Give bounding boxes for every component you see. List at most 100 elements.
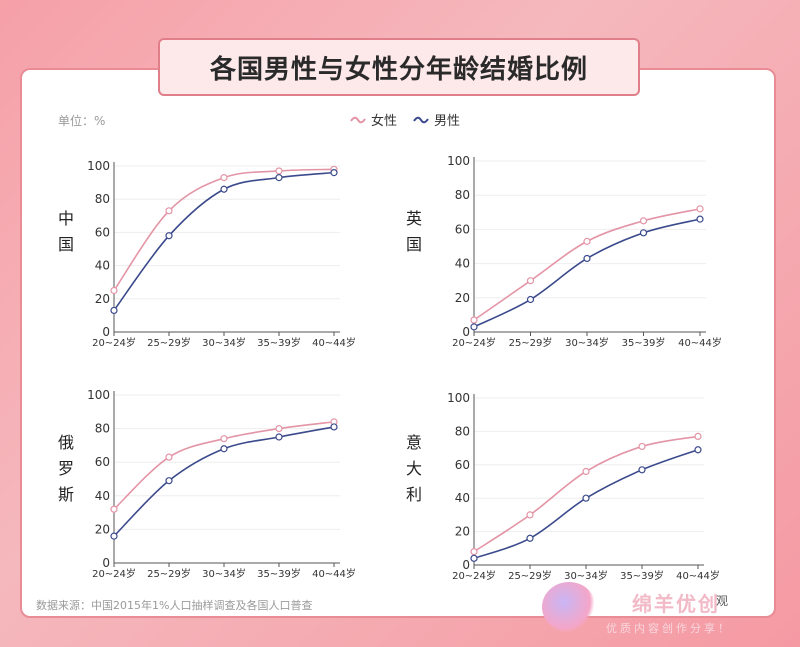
y-tick-label: 100 (447, 154, 470, 168)
country-char: 斯 (57, 485, 74, 504)
male-data-point (694, 446, 702, 454)
x-tick-label: 30~34岁 (564, 569, 608, 582)
x-tick-label: 20~24岁 (452, 336, 496, 349)
page-title: 各国男性与女性分年龄结婚比例 (158, 38, 640, 96)
country-char: 英 (405, 209, 422, 228)
male-series-line (113, 171, 335, 311)
legend-label-male: 男性 (434, 114, 461, 129)
chart-card (20, 68, 776, 618)
female-data-point (165, 453, 173, 461)
male-data-point (583, 254, 591, 263)
y-tick-label: 80 (455, 424, 470, 438)
male-data-point (526, 295, 535, 304)
x-tick-label: 40~44岁 (678, 336, 722, 349)
y-tick-label: 60 (455, 458, 470, 472)
male-data-point (275, 433, 283, 441)
x-tick-label: 20~24岁 (452, 569, 496, 582)
male-data-point (165, 477, 173, 485)
y-tick-label: 40 (95, 259, 110, 273)
y-tick-label: 80 (95, 422, 110, 436)
legend: 女性 男性 (350, 110, 460, 129)
male-data-point (696, 215, 704, 223)
y-tick-label: 0 (462, 558, 470, 572)
x-tick-label: 20~24岁 (92, 336, 136, 349)
country-char: 中 (57, 209, 74, 228)
male-data-point (470, 554, 478, 562)
country-char: 大 (405, 459, 422, 478)
y-tick-label: 40 (455, 491, 470, 505)
legend-item-female: 女性 (350, 110, 397, 129)
male-data-point (110, 532, 118, 540)
x-tick-label: 20~24岁 (92, 567, 136, 580)
x-tick-label: 40~44岁 (312, 336, 356, 349)
male-data-point (330, 169, 338, 177)
y-tick-label: 80 (455, 188, 470, 202)
female-data-point (639, 217, 648, 225)
legend-label-female: 女性 (371, 114, 398, 129)
female-line-icon (350, 116, 366, 123)
country-label-china: 中国 (56, 206, 76, 258)
female-data-point (470, 316, 478, 324)
female-series-line (473, 435, 699, 553)
x-tick-label: 30~34岁 (202, 567, 246, 580)
y-tick-label: 20 (95, 522, 110, 536)
female-data-point (583, 237, 591, 245)
x-tick-label: 35~39岁 (622, 336, 666, 349)
female-data-point (696, 205, 704, 213)
y-tick-label: 0 (462, 325, 470, 339)
male-data-point (330, 423, 338, 431)
male-data-point (110, 306, 118, 315)
male-data-point (275, 174, 283, 182)
country-char: 罗 (57, 459, 74, 478)
country-char: 国 (57, 235, 74, 254)
y-tick-label: 0 (102, 556, 110, 570)
country-char: 国 (405, 235, 422, 254)
country-label-uk: 英国 (404, 206, 424, 258)
male-data-point (165, 232, 173, 240)
x-tick-label: 25~29岁 (509, 336, 553, 349)
male-data-point (470, 323, 478, 331)
male-data-point (639, 229, 648, 237)
y-tick-label: 0 (102, 325, 110, 339)
x-tick-label: 35~39岁 (257, 567, 301, 580)
y-tick-label: 100 (87, 159, 110, 173)
watermark-text: 绵羊优创 (632, 592, 720, 616)
x-tick-label: 30~34岁 (565, 336, 609, 349)
y-tick-label: 20 (95, 292, 110, 306)
country-char: 俄 (57, 433, 74, 452)
y-tick-label: 60 (95, 225, 110, 239)
x-tick-label: 40~44岁 (312, 567, 356, 580)
female-data-point (526, 511, 534, 519)
x-tick-label: 40~44岁 (676, 569, 720, 582)
y-tick-label: 20 (455, 291, 470, 305)
male-series-line (113, 426, 335, 537)
female-data-point (638, 442, 646, 451)
y-tick-label: 80 (95, 192, 110, 206)
country-char: 利 (405, 485, 422, 504)
female-data-point (110, 286, 118, 295)
x-tick-label: 35~39岁 (257, 336, 301, 349)
y-tick-label: 100 (87, 388, 110, 402)
female-data-point (470, 548, 478, 556)
x-tick-label: 25~29岁 (147, 336, 191, 349)
female-data-point (220, 174, 228, 182)
male-data-point (582, 494, 590, 502)
female-data-point (694, 432, 702, 441)
y-tick-label: 20 (455, 525, 470, 539)
female-data-point (526, 277, 535, 285)
x-tick-label: 30~34岁 (202, 336, 246, 349)
female-data-point (275, 167, 283, 175)
y-tick-label: 100 (447, 391, 470, 405)
female-data-point (275, 425, 283, 433)
male-data-point (526, 534, 534, 542)
data-source: 数据来源：中国2015年1%人口抽样调查及各国人口普查 (36, 599, 313, 612)
x-tick-label: 25~29岁 (508, 569, 552, 582)
watermark-subtext: 优质内容创作分享！ (606, 622, 732, 635)
country-label-russia: 俄罗斯 (56, 430, 76, 508)
legend-item-male: 男性 (413, 110, 460, 129)
female-data-point (220, 435, 228, 443)
male-data-point (638, 466, 646, 474)
country-label-italy: 意大利 (404, 430, 424, 508)
male-data-point (220, 185, 228, 193)
x-tick-label: 35~39岁 (620, 569, 664, 582)
